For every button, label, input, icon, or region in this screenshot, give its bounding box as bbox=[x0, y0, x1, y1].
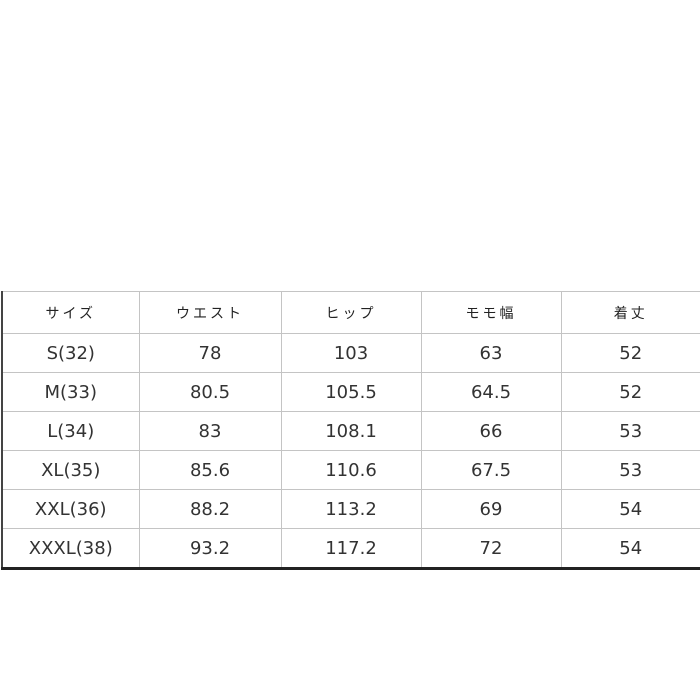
table-row: XL(35) 85.6 110.6 67.5 53 bbox=[1, 450, 700, 490]
table-cell: 53 bbox=[560, 450, 700, 490]
table-cell: 108.1 bbox=[280, 411, 422, 451]
table-row: L(34) 83 108.1 66 53 bbox=[1, 411, 700, 451]
table-cell: 64.5 bbox=[420, 372, 562, 412]
table-cell: S(32) bbox=[1, 333, 140, 373]
column-header: ヒップ bbox=[280, 291, 422, 334]
column-header: 着丈 bbox=[560, 291, 700, 334]
table-row: XXL(36) 88.2 113.2 69 54 bbox=[1, 489, 700, 529]
table-cell: 52 bbox=[560, 372, 700, 412]
header-row: サイズ ウエスト ヒップ モモ幅 着丈 bbox=[1, 291, 700, 334]
table-cell: 72 bbox=[420, 528, 562, 569]
table-cell: 54 bbox=[560, 528, 700, 569]
table-cell: 78 bbox=[138, 333, 282, 373]
table-cell: M(33) bbox=[1, 372, 140, 412]
table-cell: 93.2 bbox=[138, 528, 282, 569]
table-cell: L(34) bbox=[1, 411, 140, 451]
table-row: XXXL(38) 93.2 117.2 72 54 bbox=[1, 528, 700, 569]
table-cell: 80.5 bbox=[138, 372, 282, 412]
table-row: S(32) 78 103 63 52 bbox=[1, 333, 700, 373]
table-cell: 110.6 bbox=[280, 450, 422, 490]
table-cell: 67.5 bbox=[420, 450, 562, 490]
size-chart-table: サイズ ウエスト ヒップ モモ幅 着丈 S(32) 78 103 63 52 M(33) 80.5 1… bbox=[1, 291, 700, 570]
table-cell: XL(35) bbox=[1, 450, 140, 490]
table-cell: 117.2 bbox=[280, 528, 422, 569]
table-cell: 53 bbox=[560, 411, 700, 451]
column-header: サイズ bbox=[1, 291, 140, 334]
table-cell: 52 bbox=[560, 333, 700, 373]
column-header: モモ幅 bbox=[420, 291, 562, 334]
table-cell: 69 bbox=[420, 489, 562, 529]
table-cell: 83 bbox=[138, 411, 282, 451]
table-cell: XXL(36) bbox=[1, 489, 140, 529]
column-header: ウエスト bbox=[138, 291, 282, 334]
table-cell: 113.2 bbox=[280, 489, 422, 529]
table-cell: XXXL(38) bbox=[1, 528, 140, 569]
table-cell: 63 bbox=[420, 333, 562, 373]
table-cell: 85.6 bbox=[138, 450, 282, 490]
table-cell: 54 bbox=[560, 489, 700, 529]
table-row: M(33) 80.5 105.5 64.5 52 bbox=[1, 372, 700, 412]
table-cell: 103 bbox=[280, 333, 422, 373]
table-cell: 105.5 bbox=[280, 372, 422, 412]
table-cell: 88.2 bbox=[138, 489, 282, 529]
table-cell: 66 bbox=[420, 411, 562, 451]
